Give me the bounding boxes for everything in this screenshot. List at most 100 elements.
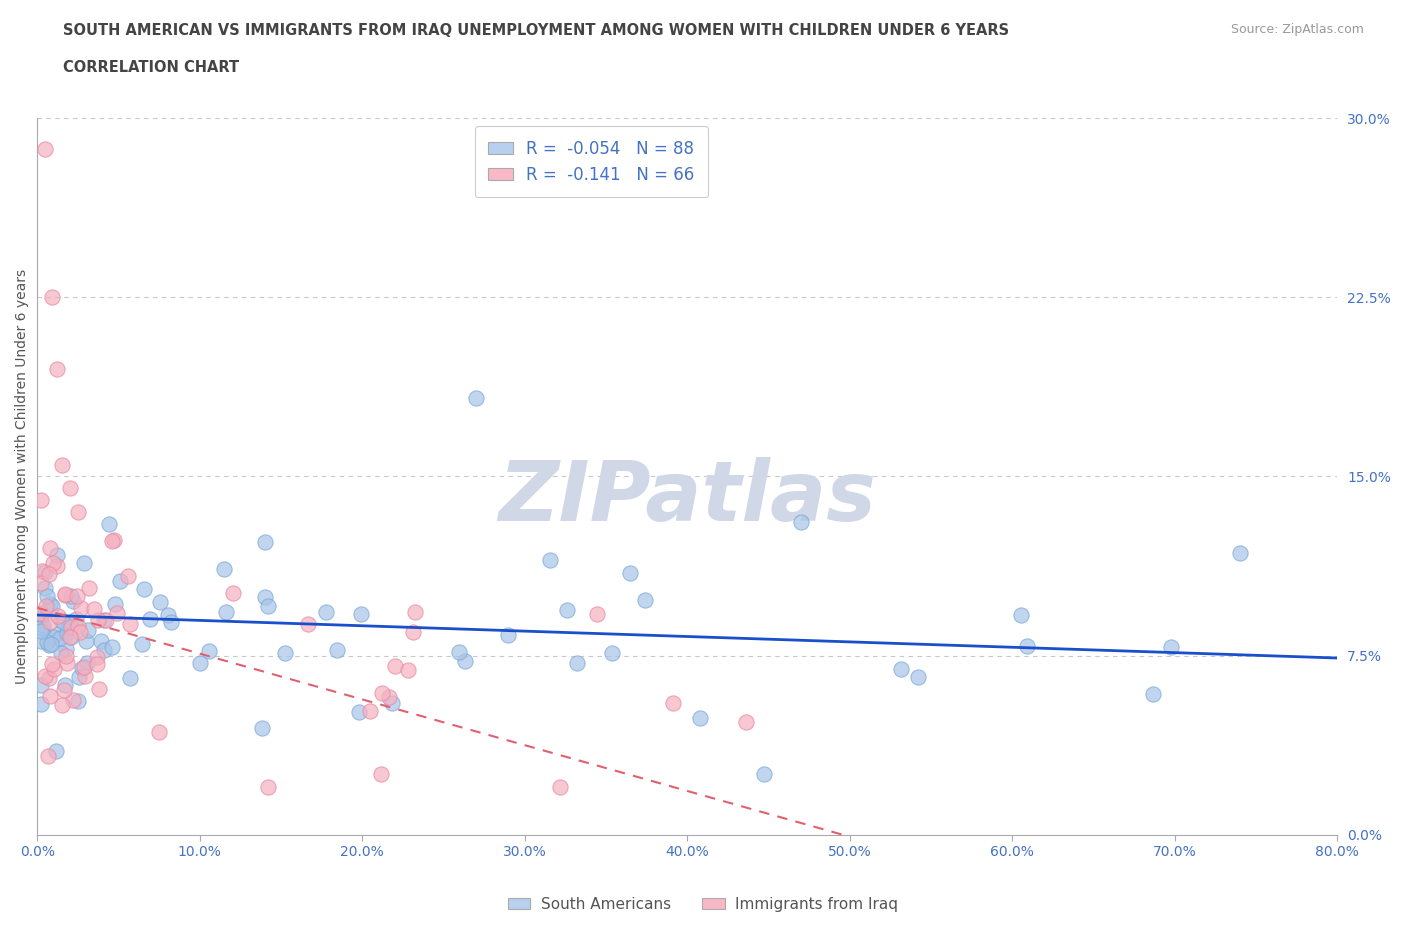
Legend: R =  -0.054   N = 88, R =  -0.141   N = 66: R = -0.054 N = 88, R = -0.141 N = 66 <box>475 126 709 197</box>
Point <box>42 662 65 677</box>
Point <box>34 141 56 156</box>
Point <box>31 618 53 632</box>
Point <box>156 608 179 623</box>
Point <box>38 638 60 653</box>
Point <box>1015 639 1038 654</box>
Point <box>73 556 96 571</box>
Point <box>51 698 73 712</box>
Point <box>41 657 63 671</box>
Point <box>890 661 912 676</box>
Point <box>70 601 93 616</box>
Point <box>117 569 139 584</box>
Point <box>538 552 561 567</box>
Point <box>41 630 63 644</box>
Point <box>87 613 110 628</box>
Point <box>59 481 82 496</box>
Point <box>253 590 276 604</box>
Y-axis label: Unemployment Among Women with Children Under 6 years: Unemployment Among Women with Children U… <box>15 269 30 684</box>
Point <box>72 660 94 675</box>
Point <box>30 623 52 638</box>
Point <box>60 589 83 604</box>
Point <box>297 617 319 631</box>
Point <box>734 714 756 729</box>
Point <box>45 559 67 574</box>
Point <box>42 556 65 571</box>
Point <box>253 535 276 550</box>
Point <box>274 645 297 660</box>
Point <box>465 391 488 405</box>
Point <box>62 693 84 708</box>
Point <box>350 606 373 621</box>
Point <box>53 682 76 697</box>
Point <box>49 613 72 628</box>
Point <box>49 631 72 645</box>
Point <box>31 620 53 635</box>
Point <box>41 598 63 613</box>
Point <box>600 645 623 660</box>
Point <box>101 640 124 655</box>
Point <box>52 615 75 630</box>
Point <box>59 630 82 644</box>
Point <box>326 643 349 658</box>
Point <box>118 617 141 631</box>
Point <box>139 611 162 626</box>
Point <box>30 493 52 508</box>
Point <box>215 604 238 619</box>
Point <box>30 606 52 621</box>
Point <box>65 611 87 626</box>
Point <box>66 618 89 633</box>
Point <box>134 582 156 597</box>
Point <box>131 636 153 651</box>
Point <box>396 662 419 677</box>
Point <box>41 636 63 651</box>
Point <box>66 505 89 520</box>
Point <box>86 657 108 671</box>
Point <box>188 656 211 671</box>
Point <box>752 766 775 781</box>
Point <box>46 609 69 624</box>
Point <box>149 594 172 609</box>
Point <box>105 606 128 621</box>
Point <box>100 533 122 548</box>
Point <box>41 290 63 305</box>
Point <box>160 614 183 629</box>
Point <box>586 607 609 622</box>
Point <box>30 606 52 621</box>
Point <box>30 677 52 692</box>
Point <box>77 580 100 595</box>
Point <box>567 656 589 671</box>
Point <box>1142 686 1164 701</box>
Point <box>37 748 59 763</box>
Point <box>67 669 90 684</box>
Point <box>94 613 117 628</box>
Point <box>30 576 52 591</box>
Text: SOUTH AMERICAN VS IMMIGRANTS FROM IRAQ UNEMPLOYMENT AMONG WOMEN WITH CHILDREN UN: SOUTH AMERICAN VS IMMIGRANTS FROM IRAQ U… <box>63 23 1010 38</box>
Point <box>53 588 76 603</box>
Point <box>35 634 58 649</box>
Point <box>55 642 77 657</box>
Point <box>62 594 84 609</box>
Point <box>104 596 127 611</box>
Point <box>76 623 98 638</box>
Point <box>661 696 683 711</box>
Point <box>30 610 52 625</box>
Point <box>46 627 69 642</box>
Point <box>39 541 62 556</box>
Point <box>39 689 62 704</box>
Point <box>83 602 105 617</box>
Point <box>55 678 77 693</box>
Point <box>252 720 274 735</box>
Point <box>55 626 77 641</box>
Point <box>37 589 59 604</box>
Point <box>86 649 108 664</box>
Legend: South Americans, Immigrants from Iraq: South Americans, Immigrants from Iraq <box>502 891 904 918</box>
Point <box>371 685 394 700</box>
Point <box>45 362 67 377</box>
Text: Source: ZipAtlas.com: Source: ZipAtlas.com <box>1230 23 1364 36</box>
Point <box>72 659 94 674</box>
Point <box>120 671 142 686</box>
Point <box>46 548 69 563</box>
Text: CORRELATION CHART: CORRELATION CHART <box>63 60 239 75</box>
Point <box>38 615 60 630</box>
Point <box>38 671 60 685</box>
